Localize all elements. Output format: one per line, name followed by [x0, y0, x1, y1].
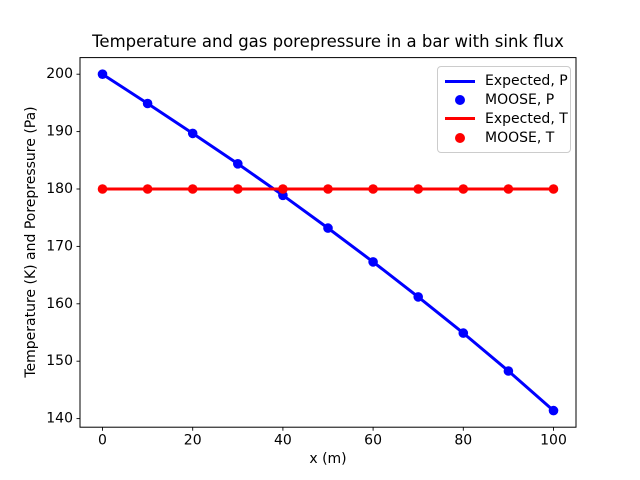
- svg-text:100: 100: [540, 432, 567, 448]
- legend-marker-sample-blue: [445, 95, 475, 106]
- svg-text:20: 20: [184, 432, 202, 448]
- legend-entry-moose-p: MOOSE, P: [445, 91, 570, 110]
- legend-label: Expected, P: [485, 73, 568, 90]
- svg-text:190: 190: [46, 124, 73, 140]
- svg-text:40: 40: [274, 432, 292, 448]
- svg-text:60: 60: [364, 432, 382, 448]
- legend-label: MOOSE, T: [485, 129, 555, 146]
- y-axis-label: Temperature (K) and Porepressure (Pa): [23, 106, 39, 378]
- svg-text:160: 160: [46, 296, 73, 312]
- svg-text:170: 170: [46, 238, 73, 254]
- svg-text:80: 80: [454, 432, 472, 448]
- legend-entry-expected-p: Expected, P: [445, 72, 570, 91]
- legend-marker-sample-red: [445, 132, 475, 143]
- legend-line-sample-red: [445, 117, 475, 121]
- chart-title: Temperature and gas porepressure in a ba…: [92, 32, 564, 51]
- legend-line-sample-blue: [445, 79, 475, 83]
- legend-entry-expected-t: Expected, T: [445, 110, 570, 129]
- legend-entry-moose-t: MOOSE, T: [445, 128, 570, 147]
- svg-text:140: 140: [46, 411, 73, 427]
- svg-text:200: 200: [46, 66, 73, 82]
- legend: Expected, P MOOSE, P Expected, T MOOSE, …: [437, 66, 571, 153]
- legend-label: MOOSE, P: [485, 92, 555, 109]
- svg-text:150: 150: [46, 353, 73, 369]
- svg-text:0: 0: [98, 432, 107, 448]
- x-axis-label: x (m): [309, 451, 347, 467]
- legend-label: Expected, T: [485, 110, 568, 127]
- svg-text:180: 180: [46, 181, 73, 197]
